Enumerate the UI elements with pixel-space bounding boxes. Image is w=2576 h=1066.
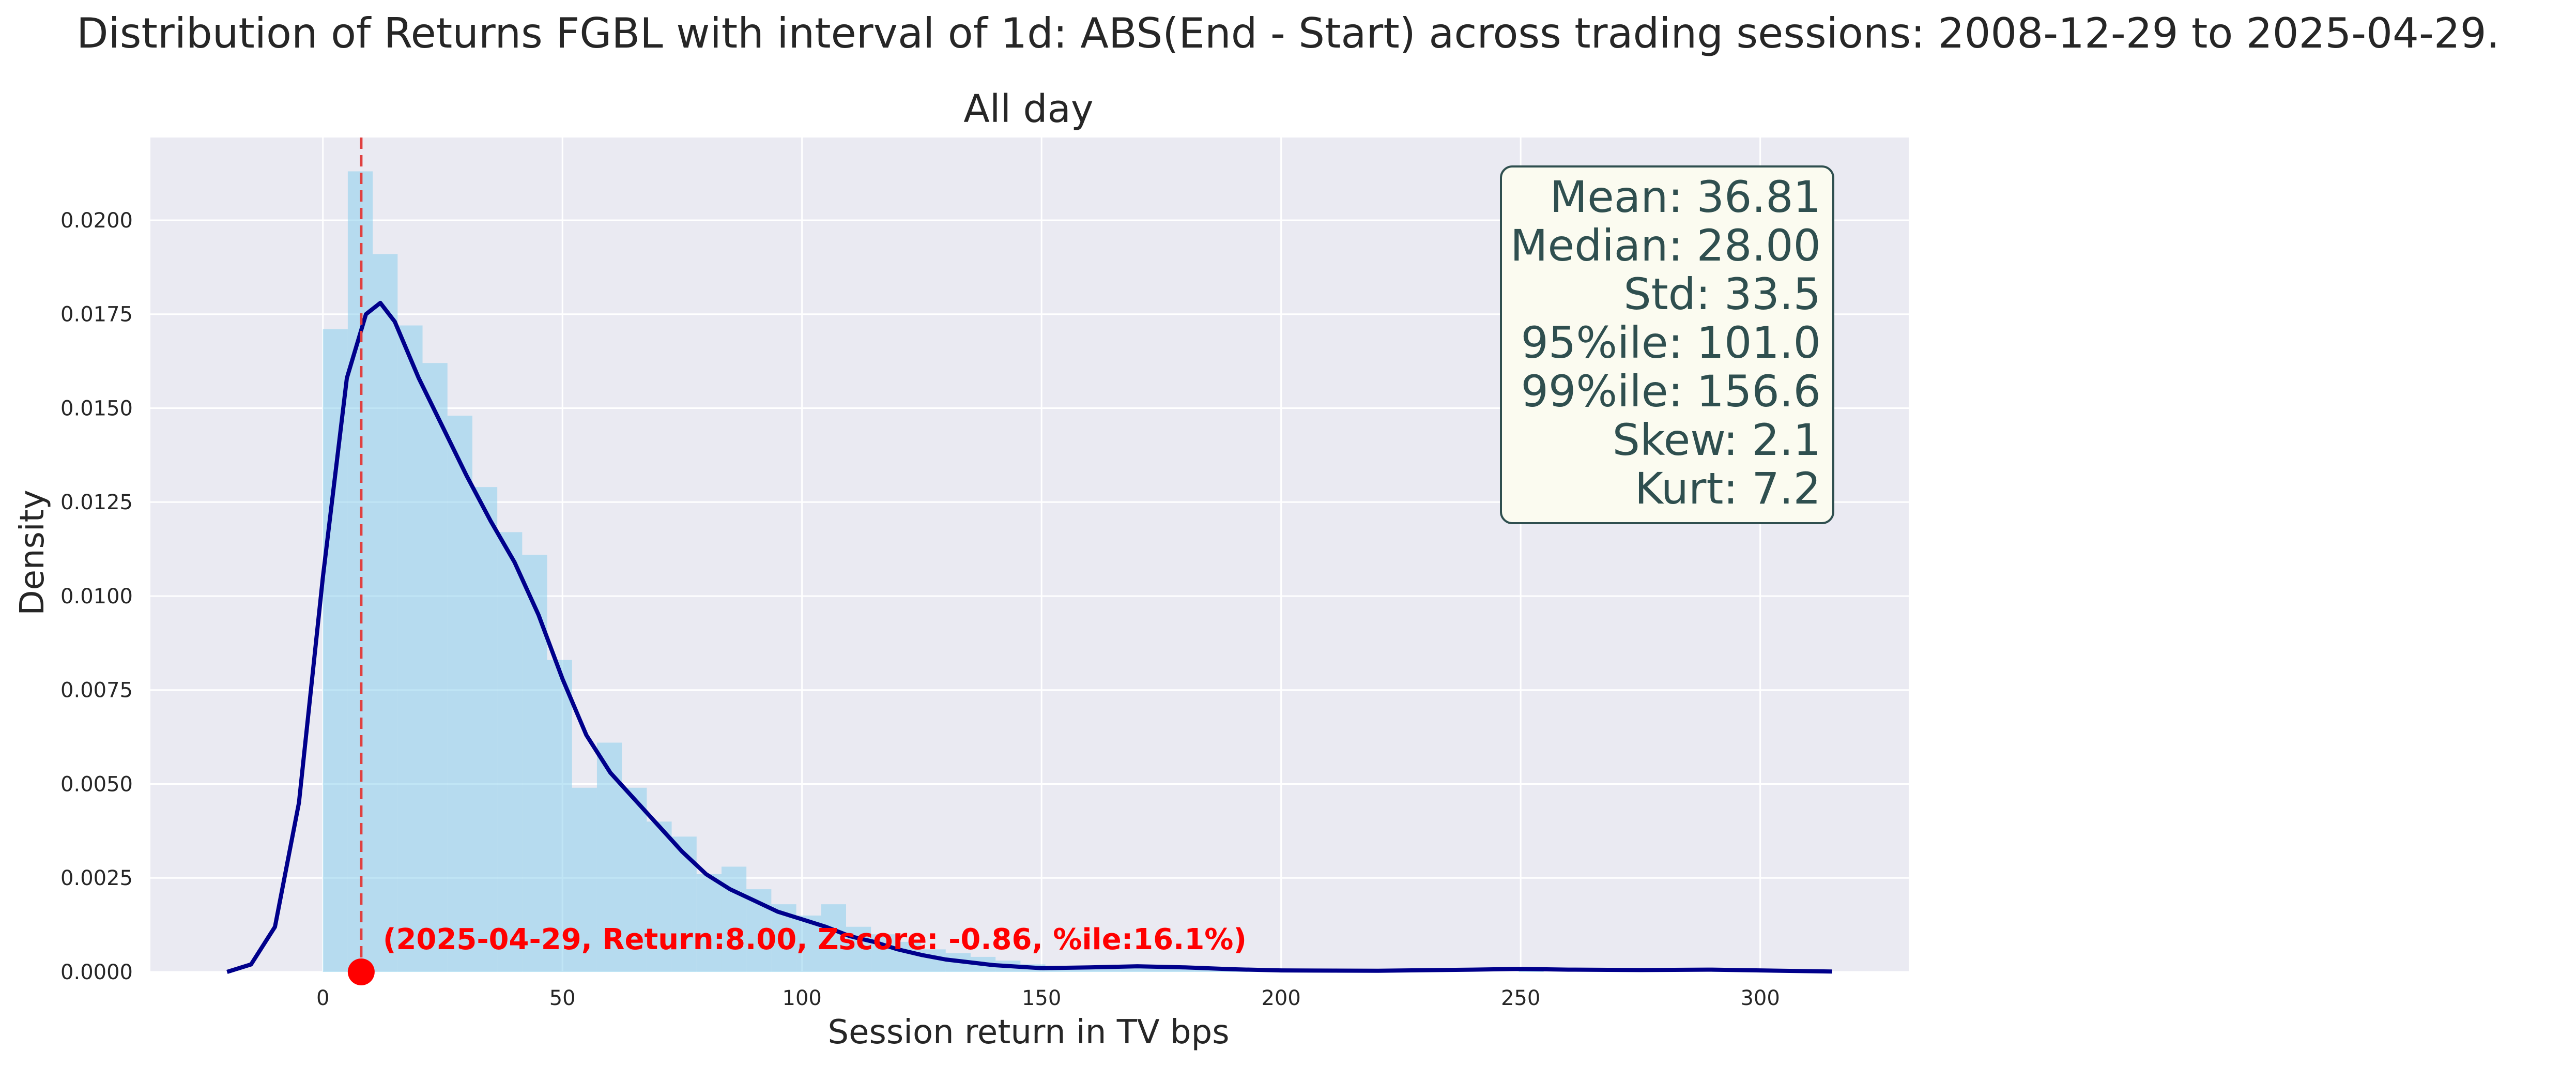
stat-line: Mean: 36.81 [1550, 172, 1821, 222]
histogram-bar [1070, 967, 1095, 972]
histogram-bar [896, 941, 921, 972]
histogram-bar [821, 904, 846, 972]
y-tick-label: 0.0075 [60, 679, 133, 703]
x-tick-label: 50 [549, 986, 576, 1010]
stats-box-frame [1500, 165, 1834, 524]
y-tick-label: 0.0025 [60, 866, 133, 890]
y-tick-label: 0.0000 [60, 961, 133, 984]
y-tick-label: 0.0125 [60, 491, 133, 514]
x-tick-label: 200 [1261, 986, 1300, 1010]
x-tick-label: 300 [1740, 986, 1780, 1010]
chart-title: Distribution of Returns FGBL with interv… [76, 9, 2500, 57]
stat-line: Median: 28.00 [1510, 220, 1821, 271]
histogram-bar [1194, 969, 1220, 972]
x-axis-ticks: 0 50 100 150 200 250 300 [316, 986, 1780, 1010]
histogram-bar [373, 254, 398, 972]
histogram-bar [472, 487, 498, 972]
y-axis-ticks: 0.0000 0.0025 0.0050 0.0075 0.0100 0.0125 0.01… [60, 209, 133, 984]
histogram-bars [323, 171, 1738, 972]
kde-curve [226, 300, 1832, 974]
histogram-bar [397, 325, 423, 972]
histogram-bar [447, 416, 472, 972]
y-tick-label: 0.0050 [60, 772, 133, 796]
histogram-bar [1145, 968, 1170, 972]
histogram-bar [647, 821, 672, 972]
y-tick-label: 0.0100 [60, 585, 133, 608]
y-axis-label: Density [13, 490, 52, 615]
current-return-marker [347, 958, 375, 985]
current-return-annotation: (2025-04-29, Return:8.00, Zscore: -0.86,… [383, 923, 1247, 956]
histogram-bar [696, 874, 722, 972]
stat-line: 99%ile: 156.6 [1521, 366, 1821, 417]
x-tick-label: 250 [1501, 986, 1540, 1010]
histogram-bar [497, 532, 523, 972]
x-tick-label: 0 [316, 986, 329, 1010]
histogram-bar [547, 660, 572, 972]
x-tick-label: 150 [1022, 986, 1061, 1010]
y-tick-label: 0.0200 [60, 209, 133, 233]
histogram-bar [622, 787, 647, 972]
histogram-bar [323, 329, 348, 972]
y-tick-label: 0.0175 [60, 303, 133, 327]
x-axis-label: Session return in TV bps [827, 1013, 1229, 1052]
histogram-bar [422, 363, 448, 972]
histogram-bar [1095, 968, 1121, 972]
stat-line: Kurt: 7.2 [1635, 463, 1821, 514]
stat-line: Skew: 2.1 [1613, 415, 1821, 465]
histogram-bar [572, 787, 597, 972]
chart-subtitle: All day [963, 87, 1093, 131]
histogram-bar [1120, 967, 1145, 972]
stat-line: 95%ile: 101.0 [1521, 317, 1821, 368]
stat-line: Std: 33.5 [1623, 269, 1821, 319]
y-tick-label: 0.0150 [60, 397, 133, 420]
histogram-bar [1170, 969, 1195, 972]
histogram-bar [522, 555, 547, 972]
x-tick-label: 100 [783, 986, 822, 1010]
